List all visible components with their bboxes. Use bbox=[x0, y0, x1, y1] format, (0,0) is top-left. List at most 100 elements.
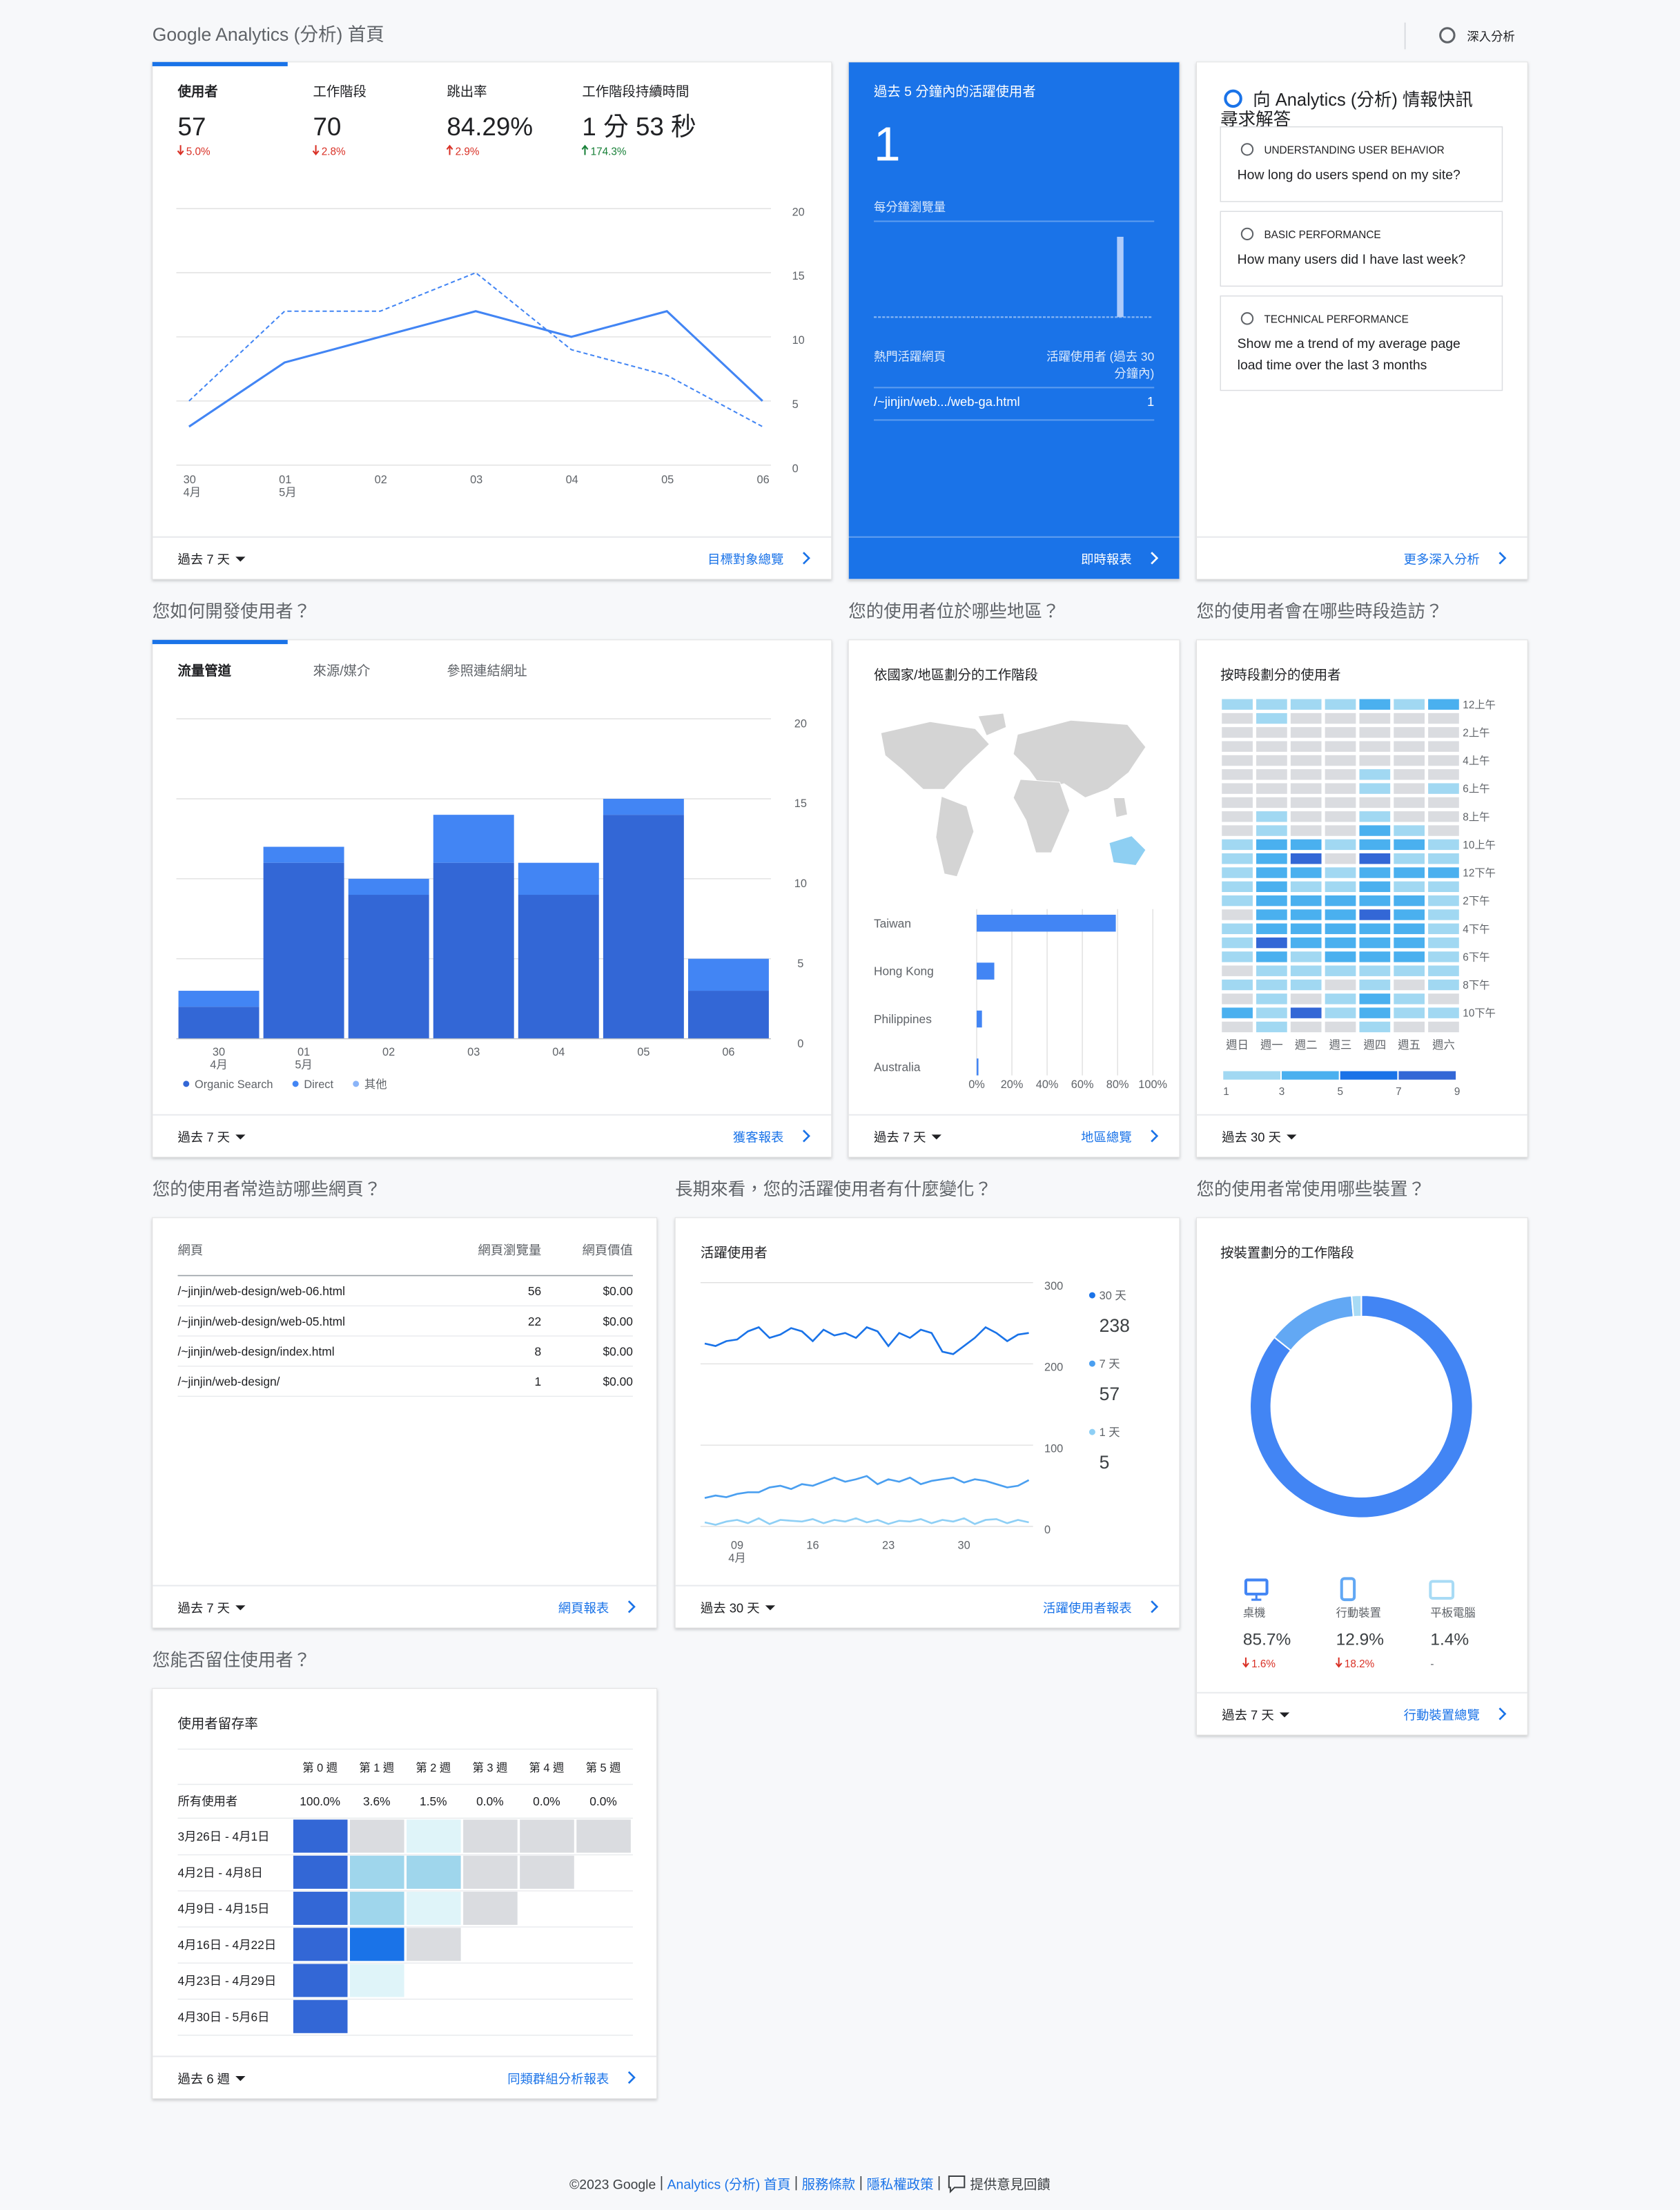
heatmap-cell bbox=[1428, 1007, 1459, 1018]
report-link[interactable]: 活躍使用者報表 bbox=[1043, 1600, 1132, 1615]
heatmap-cell bbox=[1222, 1007, 1253, 1018]
insights-button[interactable]: 深入分析 bbox=[1467, 30, 1514, 43]
x-tick-label: 04 bbox=[552, 1046, 565, 1058]
heatmap-cell bbox=[1359, 937, 1391, 949]
x-tick-label: 80% bbox=[1106, 1078, 1129, 1091]
heatmap-cell bbox=[1394, 741, 1425, 752]
heatmap-cell bbox=[1428, 769, 1459, 780]
x-tick-label: 03 bbox=[467, 1046, 480, 1058]
heatmap-cell bbox=[1359, 783, 1391, 794]
retention-cell bbox=[520, 1855, 574, 1889]
report-link[interactable]: 即時報表 bbox=[1081, 552, 1131, 567]
heatmap-cell bbox=[1325, 923, 1356, 934]
active-tab-indicator bbox=[152, 61, 288, 66]
chevron-icon bbox=[627, 1600, 636, 1613]
report-link[interactable]: 獲客報表 bbox=[733, 1130, 783, 1145]
table-cell: $0.00 bbox=[603, 1375, 632, 1388]
date-range-selector[interactable]: 過去 7 天 bbox=[874, 1130, 926, 1145]
x-tick-label: 02 bbox=[375, 474, 387, 486]
x-tick-label: 0% bbox=[968, 1078, 985, 1091]
section-heading: 您如何開發使用者？ bbox=[153, 602, 311, 621]
heatmap-cell bbox=[1325, 699, 1356, 710]
chevron-icon bbox=[627, 2071, 636, 2084]
dropdown-icon bbox=[1279, 1712, 1290, 1718]
insight-icon bbox=[1240, 227, 1254, 241]
report-link[interactable]: 網頁報表 bbox=[558, 1600, 609, 1615]
bar bbox=[977, 914, 1116, 932]
heatmap-cell bbox=[1290, 979, 1322, 991]
report-link[interactable]: 更多深入分析 bbox=[1404, 552, 1480, 567]
report-link[interactable]: 地區總覽 bbox=[1081, 1130, 1131, 1145]
heatmap-cell bbox=[1394, 979, 1425, 991]
heatmap-cell bbox=[1256, 783, 1287, 794]
mobile-icon bbox=[1340, 1577, 1356, 1602]
heatmap-cell bbox=[1359, 993, 1391, 1005]
row-label: 2上午 bbox=[1463, 727, 1489, 739]
insight-card[interactable] bbox=[1220, 211, 1503, 287]
heatmap-cell bbox=[1325, 853, 1356, 864]
heatmap-cell bbox=[1394, 727, 1425, 738]
metric-tab-label[interactable]: 工作階段持續時間 bbox=[582, 84, 689, 99]
table-cell: /~jinjin/web-design/ bbox=[178, 1375, 280, 1388]
heatmap-cell bbox=[1394, 755, 1425, 766]
date-range-selector[interactable]: 過去 7 天 bbox=[178, 1130, 230, 1145]
active-tab-indicator bbox=[152, 639, 288, 644]
metric-tab-label[interactable]: 跳出率 bbox=[447, 84, 487, 99]
map-region bbox=[880, 721, 990, 790]
report-link[interactable]: 同類群組分析報表 bbox=[507, 2071, 609, 2086]
date-range-selector[interactable]: 過去 7 天 bbox=[178, 1600, 230, 1615]
x-tick-label: 06 bbox=[757, 474, 770, 486]
heatmap-cell bbox=[1428, 699, 1459, 710]
report-link[interactable]: 目標對象總覽 bbox=[707, 552, 783, 567]
map-region bbox=[1013, 779, 1071, 853]
heatmap-cell bbox=[1222, 699, 1253, 710]
heatmap-cell bbox=[1290, 797, 1322, 808]
cohort-label: 4月30日 - 5月6日 bbox=[178, 2010, 270, 2024]
retention-cell bbox=[293, 1855, 348, 1889]
metric-tab-label[interactable]: 使用者 bbox=[177, 84, 218, 99]
heatmap-cell bbox=[1359, 1021, 1391, 1033]
date-range-selector[interactable]: 過去 30 天 bbox=[701, 1600, 760, 1615]
heatmap-cell bbox=[1394, 769, 1425, 780]
heatmap-cell bbox=[1290, 839, 1322, 851]
heatmap-cell bbox=[1428, 951, 1459, 962]
chevron-icon bbox=[802, 1130, 810, 1143]
date-range-selector[interactable]: 過去 30 天 bbox=[1222, 1130, 1281, 1145]
feedback-link[interactable]: 提供意見回饋 bbox=[970, 2177, 1050, 2192]
heatmap-cell bbox=[1256, 825, 1287, 836]
bar-segment bbox=[433, 815, 514, 863]
metric-tab-label[interactable]: 工作階段 bbox=[313, 84, 367, 99]
date-range-selector[interactable]: 過去 7 天 bbox=[1222, 1708, 1274, 1723]
heatmap-cell bbox=[1256, 1007, 1287, 1018]
insight-card[interactable] bbox=[1220, 126, 1503, 202]
heatmap-cell bbox=[1256, 993, 1287, 1005]
footer-link[interactable]: Analytics (分析) 首頁 bbox=[667, 2177, 791, 2192]
heatmap-cell bbox=[1222, 713, 1253, 724]
insight-question: Show me a trend of my average page bbox=[1238, 336, 1461, 351]
bar bbox=[977, 1058, 979, 1076]
retention-cell bbox=[463, 1819, 518, 1853]
heatmap-cell bbox=[1290, 769, 1322, 780]
card-title: 使用者留存率 bbox=[178, 1716, 258, 1732]
date-range-selector[interactable]: 過去 7 天 bbox=[178, 552, 230, 567]
heatmap-cell bbox=[1428, 741, 1459, 752]
heatmap-cell bbox=[1222, 881, 1253, 893]
insight-card[interactable] bbox=[1220, 295, 1503, 391]
dropdown-icon bbox=[765, 1605, 776, 1611]
report-link[interactable]: 行動裝置總覽 bbox=[1404, 1708, 1480, 1723]
card bbox=[674, 1217, 1180, 1629]
row-label: 12下午 bbox=[1463, 868, 1496, 880]
footer-link[interactable]: 服務條款 bbox=[802, 2177, 856, 2192]
page-title: Google Analytics (分析) 首頁 bbox=[153, 24, 384, 45]
date-range-selector[interactable]: 過去 6 週 bbox=[178, 2071, 230, 2086]
heatmap-cell bbox=[1394, 923, 1425, 934]
dimension-tab[interactable]: 流量管道 bbox=[178, 663, 232, 679]
footer-link[interactable]: 隱私權政策 bbox=[867, 2177, 934, 2192]
dimension-tab[interactable]: 參照連結網址 bbox=[447, 663, 527, 679]
legend-marker bbox=[353, 1080, 360, 1087]
table-header: 網頁價值 bbox=[582, 1243, 632, 1257]
heatmap-cell bbox=[1290, 699, 1322, 710]
y-tick-label: 10 bbox=[794, 878, 807, 890]
dimension-tab[interactable]: 來源/媒介 bbox=[313, 663, 370, 679]
